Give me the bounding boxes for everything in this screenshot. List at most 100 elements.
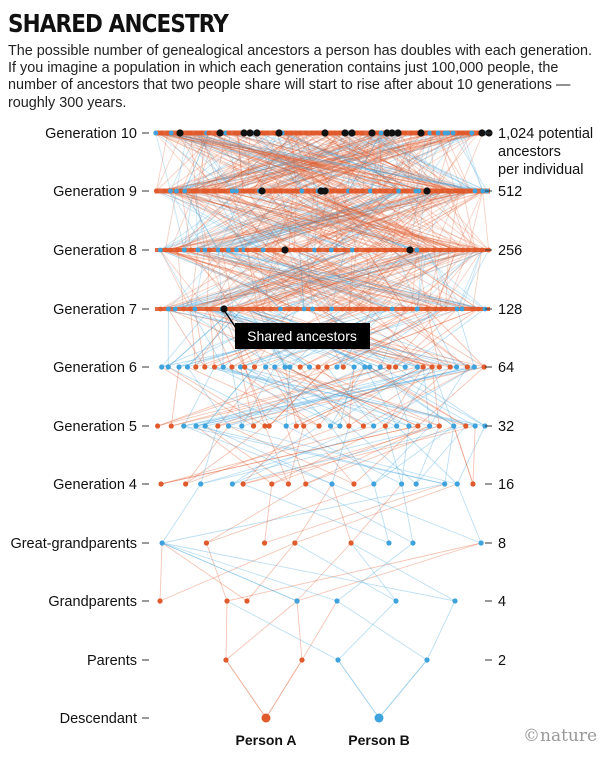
shared-ancestor-dot [394, 129, 402, 137]
lineage-line [393, 132, 412, 192]
ancestor-dot [271, 247, 277, 253]
lineage-line [206, 132, 363, 192]
ancestor-dot [206, 130, 212, 136]
lineage-line [256, 132, 333, 192]
lineage-line [294, 542, 397, 602]
lineage-line [286, 132, 340, 192]
lineage-line [207, 132, 326, 192]
lineage-line [263, 249, 479, 310]
lineage-line [185, 425, 341, 485]
lineage-line [229, 249, 370, 310]
lineage-line [214, 132, 370, 192]
lineage-line [294, 249, 436, 310]
lineage-line [426, 249, 476, 310]
lineage-line [206, 249, 353, 310]
lineage-line [195, 190, 199, 251]
lineage-line [209, 249, 328, 310]
lineage-line [337, 190, 411, 251]
lineage-line [190, 249, 345, 310]
ancestor-dot [219, 247, 225, 253]
lineage-line [456, 308, 475, 368]
shared-ancestor-dot [388, 129, 396, 137]
lineage-line [396, 366, 433, 427]
lineage-line [286, 190, 367, 251]
lineage-line [314, 190, 319, 251]
ancestor-dot [272, 364, 278, 370]
lineage-line [348, 249, 357, 310]
ancestor-dot [327, 423, 334, 429]
lineage-line [155, 132, 308, 192]
shared-ancestor-dot [383, 129, 391, 137]
lineage-line [183, 366, 215, 427]
lineage-line [366, 249, 405, 310]
lineage-line [195, 190, 417, 251]
lineage-line [252, 132, 292, 192]
ancestor-dot [317, 306, 323, 312]
lineage-line [348, 132, 398, 192]
ancestor-dot [293, 423, 299, 429]
lineage-line [190, 249, 234, 310]
lineage-line [458, 132, 484, 192]
lineage-line [204, 249, 259, 310]
lineage-line [240, 366, 397, 427]
lineage-line [416, 249, 428, 310]
ancestor-dot [460, 188, 466, 194]
lineage-line [181, 190, 489, 251]
lineage-line [280, 190, 295, 251]
lineage-lines [155, 132, 490, 719]
lineage-line [317, 132, 378, 192]
lineage-line [218, 249, 332, 310]
shared-ancestor-dot [406, 246, 414, 254]
lineage-line [204, 366, 486, 427]
lineage-line [248, 249, 423, 310]
lineage-line [284, 366, 410, 427]
lineage-line [349, 249, 469, 310]
lineage-line [379, 132, 422, 192]
lineage-line [369, 132, 381, 192]
lineage-line [221, 249, 343, 310]
lineage-line [269, 132, 374, 192]
lineage-line [294, 483, 333, 544]
lineage-line [426, 249, 463, 310]
lineage-line [326, 132, 344, 192]
lineage-line [314, 190, 399, 251]
lineage-line [268, 366, 328, 427]
lineage-line [242, 132, 374, 192]
lineage-line [187, 366, 320, 427]
lineage-line [300, 132, 471, 192]
ancestor-dot [202, 364, 208, 370]
lineage-line [197, 190, 449, 251]
lineage-line [209, 249, 264, 310]
lineage-line [294, 483, 458, 544]
lineage-line [274, 249, 329, 310]
lineage-line [288, 190, 488, 251]
lineage-line [364, 366, 398, 427]
lineage-line [362, 132, 464, 192]
lineage-line [448, 190, 460, 251]
lineage-line [170, 190, 353, 251]
ancestor-dot [261, 540, 268, 546]
lineage-line [290, 132, 464, 192]
shared-ancestor-dot [258, 187, 266, 195]
lineage-line [331, 190, 442, 251]
lineage-line [379, 132, 428, 192]
lineage-line [435, 249, 457, 310]
ancestor-dot [184, 130, 190, 136]
lineage-line [268, 366, 328, 427]
lineage-line [401, 425, 410, 485]
lineage-line [221, 249, 234, 310]
lineage-line [177, 190, 358, 251]
ancestor-dot [168, 130, 174, 136]
lineage-line [159, 249, 196, 310]
ancestor-dot [402, 247, 408, 253]
lineage-line [164, 190, 177, 251]
lineage-line [165, 190, 476, 251]
ancestor-dot [374, 130, 380, 136]
ancestor-dot [182, 188, 188, 194]
lineage-line [170, 190, 449, 251]
lineage-line [194, 308, 206, 368]
lineage-line [161, 542, 248, 602]
ancestor-dot [234, 188, 239, 194]
ancestor-dot [366, 247, 372, 253]
lineage-line [221, 308, 224, 368]
